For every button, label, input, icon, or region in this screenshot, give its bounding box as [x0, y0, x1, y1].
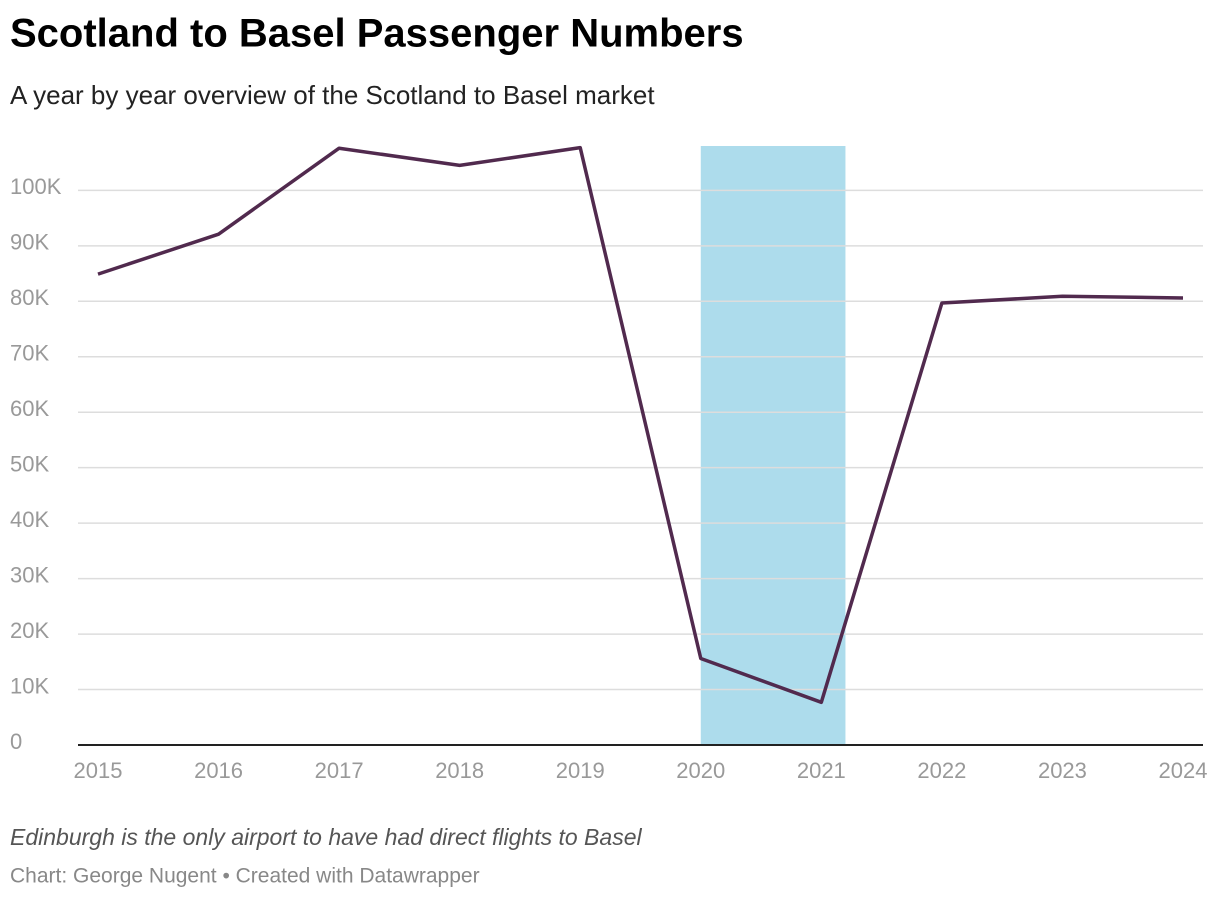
x-tick-label: 2021: [797, 758, 846, 783]
highlight-band: [700, 146, 846, 745]
line: [97, 145, 1184, 705]
y-tick-label: 100K: [10, 174, 62, 199]
chart-subtitle: A year by year overview of the Scotland …: [10, 80, 655, 110]
y-tick-label: 30K: [10, 562, 49, 587]
y-tick-label: 90K: [10, 230, 49, 255]
y-tick-label: 80K: [10, 285, 49, 310]
chart-title: Scotland to Basel Passenger Numbers: [10, 12, 744, 56]
x-tick-label: 2022: [917, 758, 966, 783]
y-tick-label: 60K: [10, 396, 49, 421]
x-tick-label: 2018: [435, 758, 484, 783]
credit: Chart: George Nugent • Created with Data…: [10, 865, 480, 888]
x-tick-label: 2023: [1038, 758, 1087, 783]
y-tick-label: 0: [10, 729, 22, 754]
y-tick-label: 40K: [10, 507, 49, 532]
x-tick-label: 2024: [1159, 758, 1208, 783]
x-tick-label: 2015: [74, 758, 123, 783]
y-tick-label: 20K: [10, 618, 49, 643]
y-tick-label: 10K: [10, 673, 49, 698]
x-tick-label: 2016: [194, 758, 243, 783]
x-tick-label: 2017: [315, 758, 364, 783]
x-tick-label: 2019: [556, 758, 605, 783]
note: Edinburgh is the only airport to have ha…: [10, 824, 642, 850]
y-tick-label: 50K: [10, 451, 49, 476]
x-tick-label: 2020: [676, 758, 725, 783]
y-tick-label: 70K: [10, 341, 49, 366]
